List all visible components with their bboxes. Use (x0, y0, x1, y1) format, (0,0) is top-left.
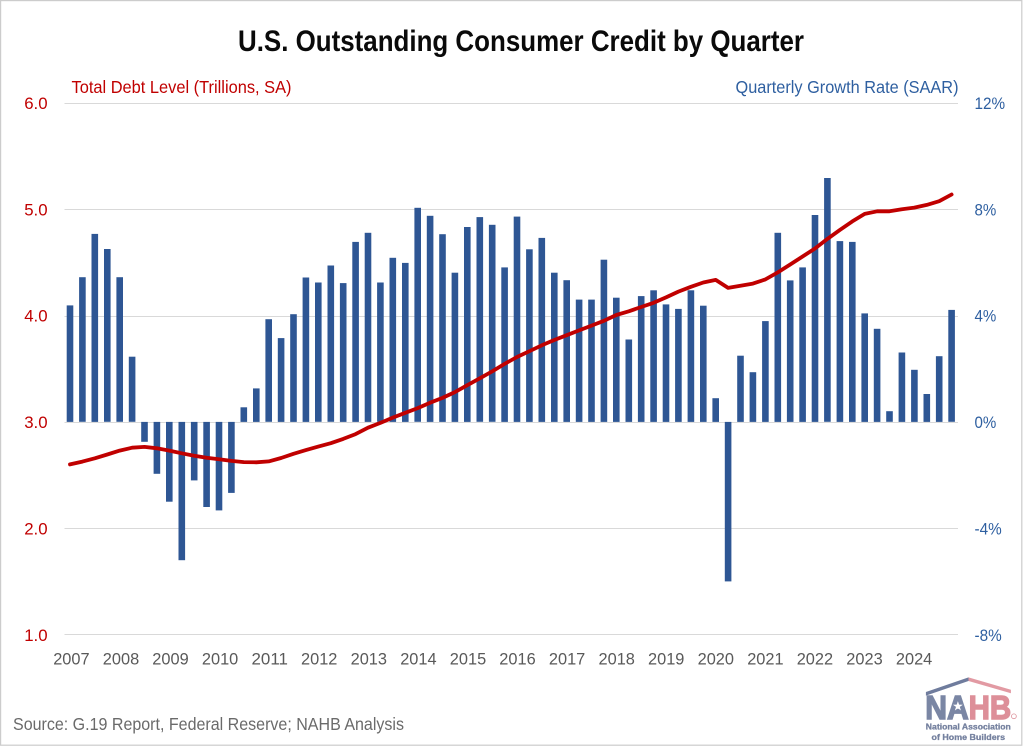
svg-text:2023: 2023 (846, 650, 882, 669)
svg-text:2007: 2007 (53, 650, 89, 669)
svg-text:2014: 2014 (400, 650, 436, 669)
svg-text:2012: 2012 (301, 650, 337, 669)
svg-text:12%: 12% (975, 94, 1006, 113)
svg-text:2009: 2009 (152, 650, 188, 669)
svg-text:NA: NA (925, 689, 969, 726)
svg-text:2017: 2017 (549, 650, 585, 669)
svg-text:2.0: 2.0 (24, 519, 47, 538)
svg-text:6.0: 6.0 (24, 94, 47, 113)
svg-text:2016: 2016 (499, 650, 535, 669)
svg-text:2018: 2018 (599, 650, 635, 669)
svg-text:2021: 2021 (747, 650, 783, 669)
svg-text:HB: HB (969, 689, 1012, 726)
svg-text:Total Debt Level (Trillions, S: Total Debt Level (Trillions, SA) (72, 77, 292, 97)
svg-text:2019: 2019 (648, 650, 684, 669)
svg-text:2015: 2015 (450, 650, 486, 669)
svg-text:2011: 2011 (252, 650, 288, 669)
svg-text:-8%: -8% (975, 626, 1002, 645)
svg-text:of Home Builders: of Home Builders (932, 732, 1006, 742)
svg-text:2013: 2013 (351, 650, 387, 669)
svg-text:0%: 0% (975, 413, 997, 432)
svg-text:4.0: 4.0 (24, 307, 47, 326)
svg-text:Source: G.19 Report, Federal R: Source: G.19 Report, Federal Reserve; NA… (13, 714, 404, 734)
svg-text:5.0: 5.0 (24, 200, 47, 219)
svg-text:1.0: 1.0 (24, 626, 47, 645)
svg-text:U.S. Outstanding Consumer Cred: U.S. Outstanding Consumer Credit by Quar… (238, 25, 804, 58)
svg-text:8%: 8% (975, 200, 997, 219)
svg-text:2010: 2010 (202, 650, 238, 669)
svg-text:2008: 2008 (103, 650, 139, 669)
svg-text:-4%: -4% (975, 519, 1002, 538)
svg-text:Quarterly Growth Rate (SAAR): Quarterly Growth Rate (SAAR) (736, 77, 959, 97)
svg-text:4%: 4% (975, 307, 997, 326)
svg-text:2022: 2022 (797, 650, 833, 669)
svg-text:2024: 2024 (896, 650, 932, 669)
svg-text:National Association: National Association (926, 722, 1011, 732)
svg-text:3.0: 3.0 (24, 413, 47, 432)
svg-text:2020: 2020 (698, 650, 734, 669)
